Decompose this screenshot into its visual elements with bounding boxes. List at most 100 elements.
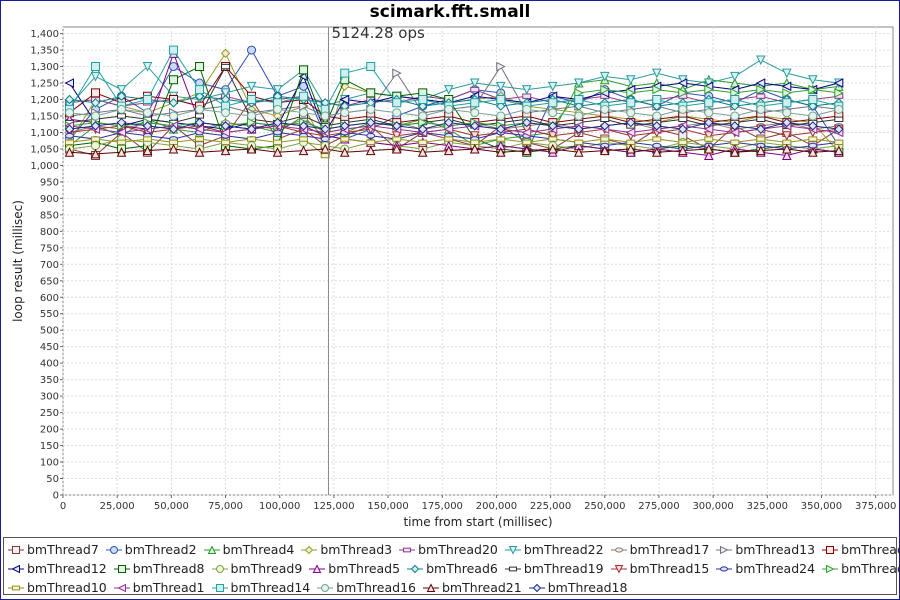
data-point [730,88,740,98]
data-point [392,108,402,118]
data-point [470,139,480,146]
y-tick-label: 650 [40,276,59,287]
data-point [365,145,376,156]
data-point [470,98,480,108]
data-point [273,139,283,146]
legend-trileft-icon [8,564,24,573]
legend-item: bmThread14 [211,580,310,595]
legend-square-icon [8,545,24,554]
data-point [730,95,740,105]
data-point [521,145,532,156]
data-point [496,111,506,121]
data-point [64,78,75,88]
annotation-label: 5124.28 ops [331,24,424,42]
legend-ellipse-icon [610,546,627,553]
data-point [756,104,766,114]
data-point [574,124,584,134]
data-point [220,88,231,99]
legend-item: bmThread10 [8,580,107,595]
legend-item: bmThread16 [317,580,416,595]
data-point [320,104,330,114]
data-point [704,98,714,108]
data-point [756,84,766,95]
data-point [320,111,330,121]
data-point [221,139,231,146]
data-point [91,141,101,151]
data-point [91,111,101,121]
data-point [169,45,179,55]
y-tick-label: 0 [53,491,59,502]
data-point [600,84,610,95]
legend-item: bmThread18 [528,580,627,595]
data-point [391,131,402,141]
data-point [755,145,766,156]
legend-label: bmThread5 [328,561,401,576]
data-point [600,136,610,142]
data-point [652,84,662,95]
legend-label: bmThread13 [735,542,816,557]
legend-label: bmThread4 [222,542,295,557]
data-point [366,117,376,128]
legend-item: bmThread1 [113,580,205,595]
data-point [782,117,792,128]
data-point [392,98,402,108]
data-point [756,93,766,99]
data-point [90,71,101,82]
legend-label: bmThread19 [523,561,604,576]
data-point [444,104,454,114]
y-tick-label: 900 [40,194,59,205]
y-tick-label: 1,350 [30,46,59,57]
data-point [600,116,610,122]
data-point [117,104,127,114]
legend-marker [508,545,518,555]
data-point [391,143,402,154]
data-point [703,150,714,161]
data-point [782,139,792,146]
data-point [756,136,766,142]
y-tick-label: 200 [40,425,59,436]
data-point [65,132,75,139]
data-point [782,143,792,154]
data-point [340,121,350,131]
y-tick-label: 100 [40,458,59,469]
data-point [573,147,584,157]
data-point [220,121,231,131]
legend-triright-icon [716,545,733,554]
data-point [833,78,844,88]
data-point [522,139,532,146]
y-tick-label: 750 [40,243,59,254]
legend-item: bmThread22 [504,542,604,557]
data-point [547,131,558,141]
data-point [366,62,376,72]
legend-marker [410,564,420,573]
data-point [626,98,636,108]
data-point [470,108,480,118]
data-point [366,88,376,98]
legend-item: bmThread13 [716,542,815,557]
data-point [574,139,584,146]
x-tick-label: 300,000 [692,501,733,512]
y-tick-label: 300 [40,392,59,403]
data-point [65,139,75,146]
legend-item: bmThread23 [822,561,900,576]
data-point [599,145,610,156]
data-point [320,143,331,154]
data-point [320,124,330,134]
data-point [574,95,584,105]
legend-item: bmThread19 [504,561,604,576]
data-point [599,71,610,82]
data-point [704,136,714,142]
y-tick-label: 550 [40,309,59,320]
legend-tridown-icon [610,564,627,574]
data-point [496,95,506,105]
data-point [678,104,688,114]
legend-item: bmThread12 [8,561,107,576]
x-tick-label: 100,000 [259,501,300,512]
data-point [521,85,532,95]
data-point [168,124,179,134]
data-point [651,147,662,157]
legend-marker [117,564,126,573]
data-point [496,61,506,72]
data-point [418,101,428,111]
data-point [808,95,818,105]
